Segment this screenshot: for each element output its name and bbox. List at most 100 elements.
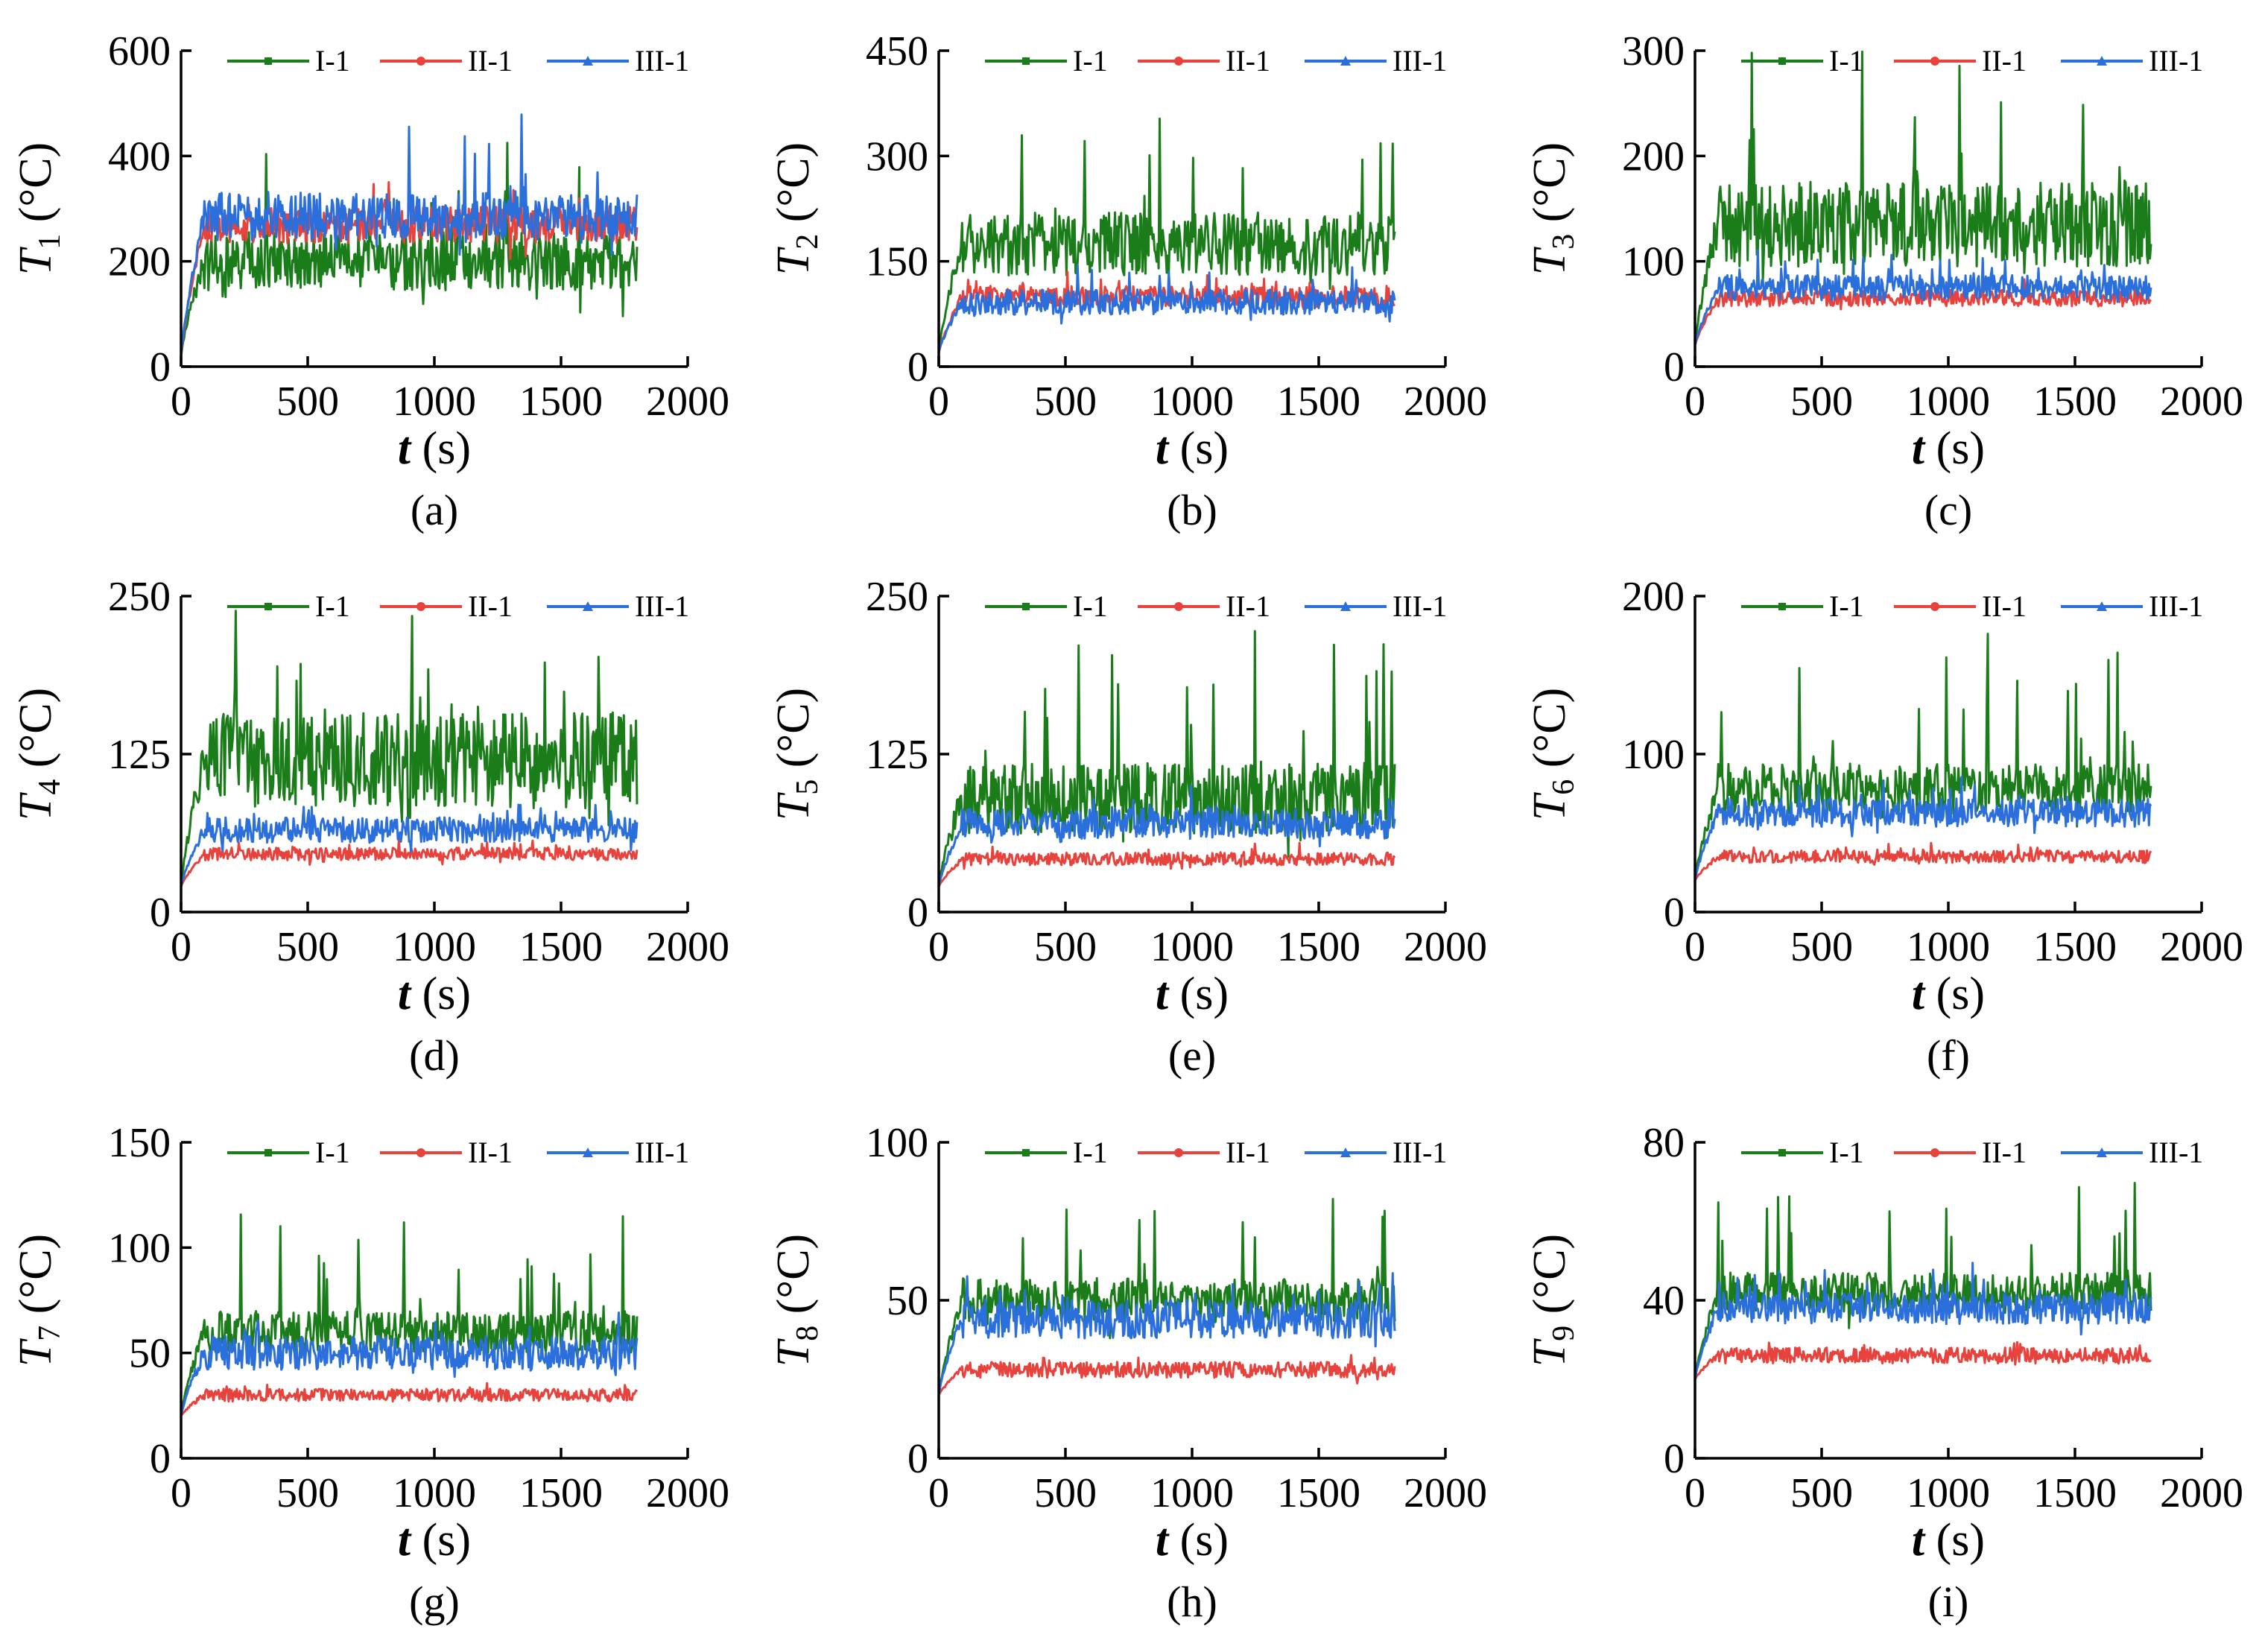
x-tick-label: 1000: [1907, 924, 1990, 970]
chart-panel-h: 0 500 1000 1500 2000 0 50 100 t (s) T8 (°C) (h) I-1…: [768, 1120, 1487, 1626]
legend-marker-triangle: [1340, 601, 1351, 611]
legend-marker-circle: [416, 602, 425, 611]
x-tick-label: 0: [928, 924, 949, 970]
legend-marker-square: [264, 603, 272, 610]
y-tick-label: 100: [1622, 732, 1685, 778]
legend-label-i-1: I-1: [315, 44, 350, 77]
x-tick-label: 2000: [1404, 924, 1487, 970]
y-tick-label: 0: [907, 344, 928, 390]
legend-label-iii-1: III-1: [2149, 44, 2203, 77]
panel-letter: (g): [409, 1577, 460, 1626]
series-line-i-1: [937, 630, 1396, 887]
x-tick-label: 1000: [393, 1470, 476, 1516]
chart-panel-c: 0 500 1000 1500 2000 0 100 200 300 t (s) T3 (°C) (c…: [1524, 28, 2243, 534]
y-tick-label: 450: [866, 28, 928, 75]
y-axis-title: T9 (°C): [1524, 1234, 1581, 1367]
x-tick-label: 1000: [393, 379, 476, 425]
y-tick-label: 50: [887, 1278, 928, 1324]
x-tick-label: 500: [1034, 379, 1097, 425]
x-tick-label: 500: [1034, 924, 1097, 970]
x-tick-label: 500: [1034, 1470, 1097, 1516]
x-tick-label: 2000: [646, 1470, 729, 1516]
panel-letter: (i): [1928, 1577, 1969, 1626]
legend-label-i-1: I-1: [315, 1136, 350, 1169]
chart-panel-g: 0 500 1000 1500 2000 0 50 100 150 t (s) T7 (°C) (g)…: [10, 1120, 729, 1626]
y-axis-title: T5 (°C): [768, 688, 825, 820]
legend-label-iii-1: III-1: [1393, 44, 1447, 77]
legend-label-iii-1: III-1: [2149, 589, 2203, 623]
x-tick-label: 0: [171, 924, 191, 970]
y-axis-title: T1 (°C): [10, 142, 67, 275]
series-line-iii-1: [180, 1311, 639, 1417]
legend-label-iii-1: III-1: [1393, 1136, 1447, 1169]
series-line-iii-1: [937, 785, 1396, 887]
legend: I-1 II-1 III-1: [985, 44, 1447, 77]
x-axis-title: t (s): [398, 1515, 471, 1566]
legend-label-i-1: I-1: [1073, 44, 1108, 77]
y-tick-label: 200: [1622, 133, 1685, 180]
legend-label-i-1: I-1: [1073, 1136, 1108, 1169]
legend-label-iii-1: III-1: [635, 589, 689, 623]
x-tick-label: 1500: [2033, 379, 2117, 425]
x-tick-label: 500: [1790, 379, 1853, 425]
y-tick-label: 0: [150, 344, 171, 390]
y-tick-label: 40: [1643, 1278, 1685, 1324]
y-tick-label: 0: [907, 1436, 928, 1482]
x-tick-label: 0: [928, 1470, 949, 1516]
y-tick-label: 100: [108, 1225, 171, 1271]
y-tick-label: 125: [108, 732, 171, 778]
x-tick-label: 0: [171, 1470, 191, 1516]
y-tick-label: 150: [866, 239, 928, 285]
x-tick-label: 2000: [646, 379, 729, 425]
legend: I-1 II-1 III-1: [1741, 1136, 2203, 1169]
y-axis-title: T6 (°C): [1524, 688, 1581, 820]
legend-label-iii-1: III-1: [635, 1136, 689, 1169]
x-tick-label: 1000: [1150, 924, 1234, 970]
legend-marker-square: [1778, 1149, 1786, 1156]
legend-label-iii-1: III-1: [2149, 1136, 2203, 1169]
legend-marker-square: [264, 57, 272, 65]
legend-marker-triangle: [1340, 1148, 1351, 1157]
x-tick-label: 1500: [519, 379, 603, 425]
x-tick-label: 1500: [1277, 379, 1360, 425]
y-tick-label: 400: [108, 133, 171, 180]
x-tick-label: 2000: [2160, 924, 2243, 970]
series-line-iii-1: [180, 803, 639, 887]
legend-label-ii-1: II-1: [1982, 1136, 2027, 1169]
panel-letter: (e): [1168, 1031, 1216, 1080]
y-tick-label: 600: [108, 28, 171, 75]
legend-marker-triangle: [583, 601, 593, 611]
y-axis-title: T8 (°C): [768, 1234, 825, 1367]
series-line-i-1: [1694, 633, 2152, 881]
x-tick-label: 500: [276, 1470, 339, 1516]
x-axis-title: t (s): [1912, 1515, 1985, 1566]
series-line-iii-1: [937, 263, 1396, 353]
legend: I-1 II-1 III-1: [1741, 44, 2203, 77]
y-tick-label: 0: [1664, 890, 1685, 936]
legend-label-ii-1: II-1: [468, 589, 513, 623]
legend-marker-square: [1022, 57, 1030, 65]
y-tick-label: 300: [1622, 28, 1685, 75]
panel-letter: (c): [1924, 486, 1972, 534]
series-line-i-1: [180, 610, 639, 887]
y-tick-label: 0: [150, 890, 171, 936]
series-line-iii-1: [180, 113, 639, 357]
y-tick-label: 250: [866, 574, 928, 620]
y-axis-title: T7 (°C): [10, 1234, 67, 1367]
legend-label-ii-1: II-1: [1982, 589, 2027, 623]
y-tick-label: 100: [866, 1120, 928, 1166]
x-tick-label: 0: [928, 379, 949, 425]
x-tick-label: 1000: [1150, 379, 1234, 425]
x-tick-label: 1500: [519, 1470, 603, 1516]
series-line-i-1: [1694, 50, 2152, 346]
x-axis-title: t (s): [1912, 423, 1985, 474]
series-line-ii-1: [937, 1354, 1396, 1396]
legend-label-iii-1: III-1: [1393, 589, 1447, 623]
legend-label-iii-1: III-1: [635, 44, 689, 77]
x-tick-label: 2000: [646, 924, 729, 970]
series-line-i-1: [937, 117, 1396, 353]
chart-panel-a: 0 500 1000 1500 2000 0 200 400 600 t (s) T1 (°C) (a…: [10, 28, 729, 534]
legend-marker-circle: [1930, 1148, 1939, 1157]
legend-marker-square: [1022, 1149, 1030, 1156]
y-tick-label: 200: [1622, 574, 1685, 620]
